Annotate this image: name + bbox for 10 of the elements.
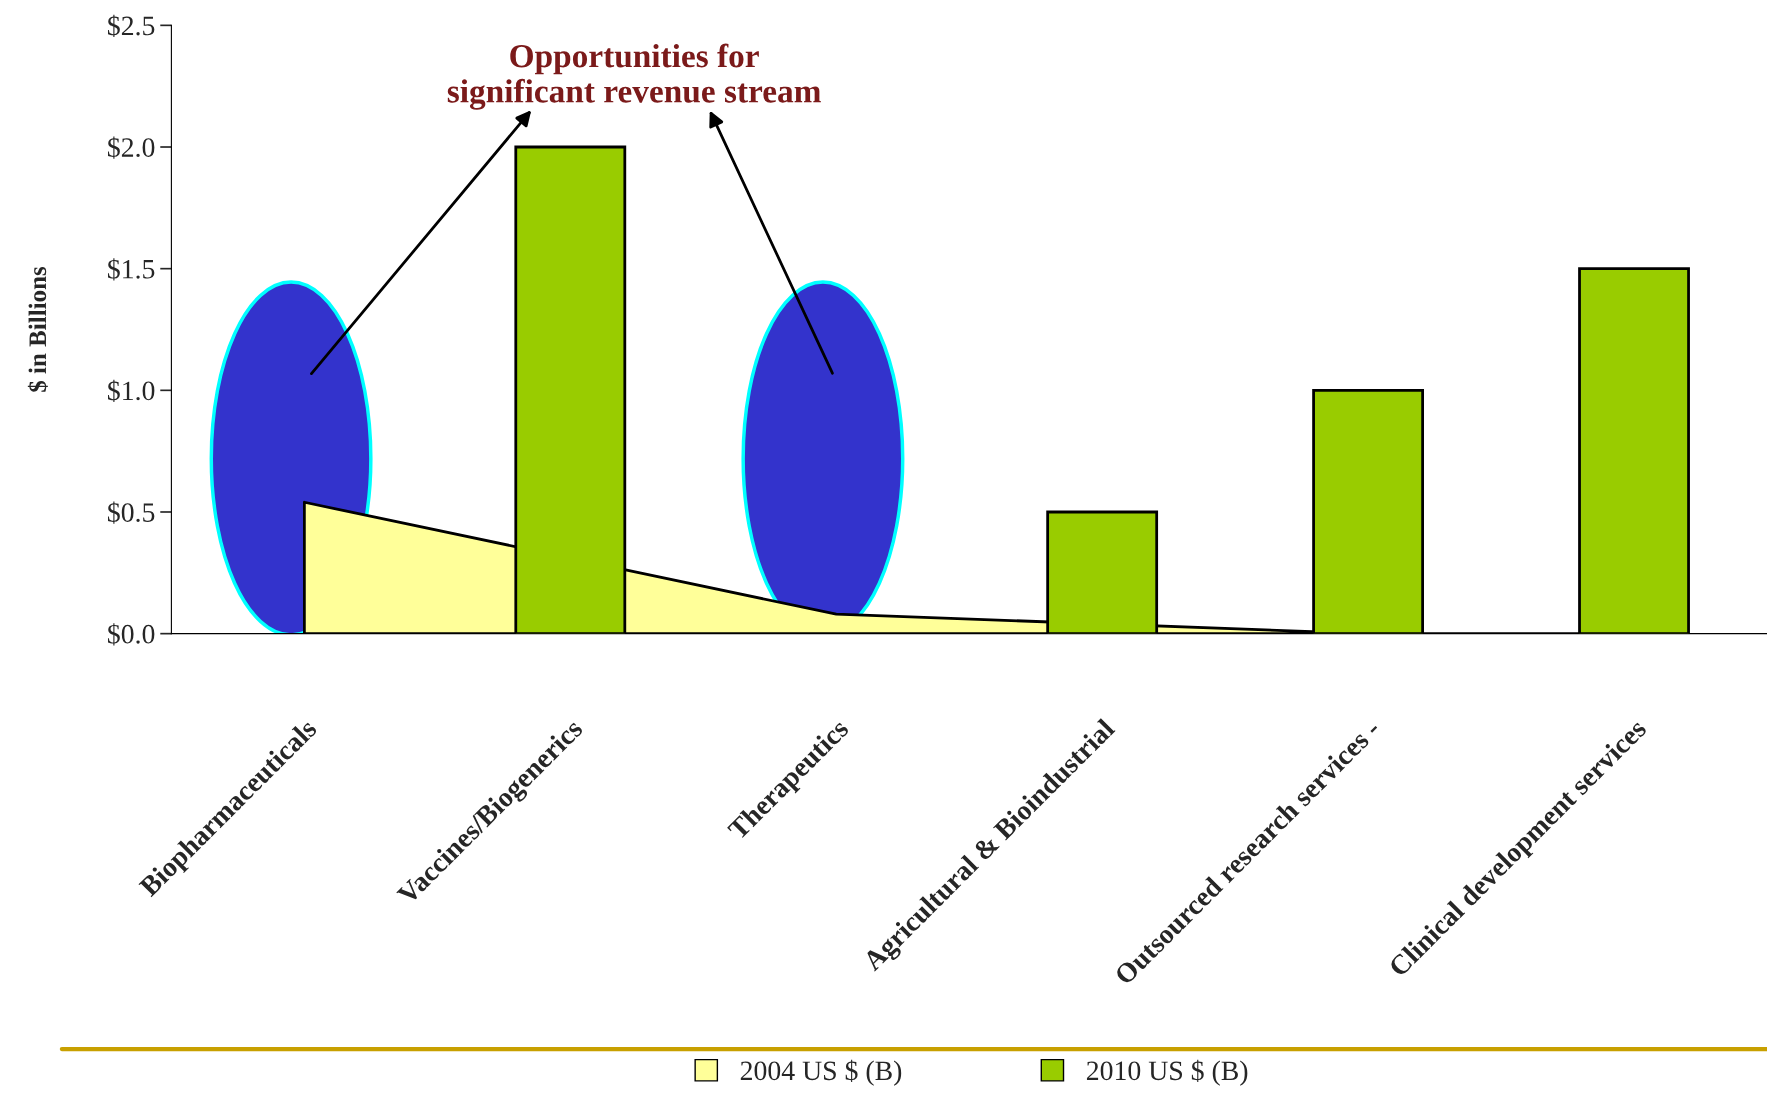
- y-tick-label: $0.0: [108, 623, 155, 646]
- legend-label: 2004 US $ (B): [740, 1059, 902, 1086]
- y-axis-title: $ in Billions: [27, 266, 48, 392]
- y-tick-label: $2.0: [108, 136, 155, 159]
- y-tick-label: $2.5: [108, 14, 155, 38]
- legend-label: 2010 US $ (B): [1086, 1059, 1248, 1086]
- annotation: Opportunities for significant revenue stream: [447, 43, 821, 110]
- y-tick-label: $0.5: [108, 501, 155, 524]
- y-tick-label: $1.5: [108, 258, 155, 281]
- y-tick-label: $1.0: [108, 379, 155, 403]
